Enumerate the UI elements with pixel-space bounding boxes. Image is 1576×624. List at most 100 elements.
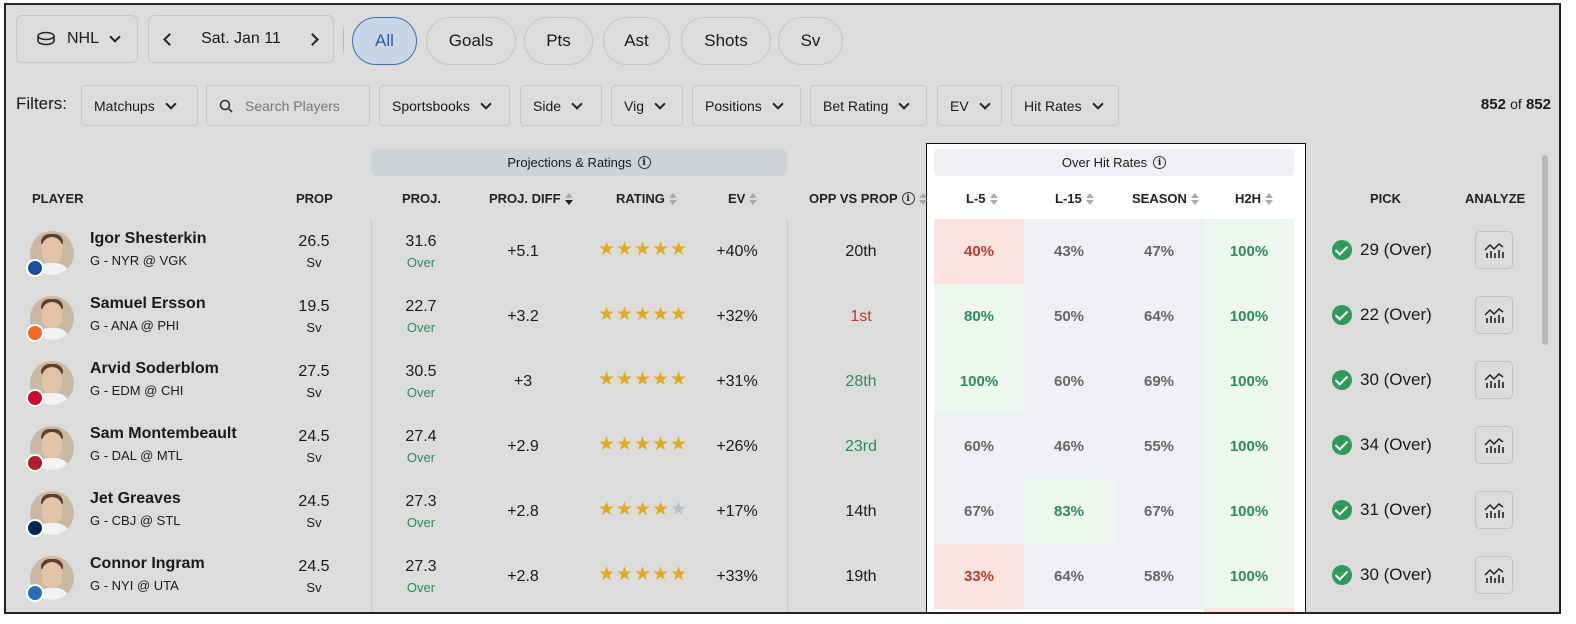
star-icon: ★ bbox=[598, 304, 616, 325]
info-icon[interactable]: i bbox=[1153, 156, 1167, 169]
prop-value: 24.5 bbox=[298, 493, 330, 510]
chevron-left-icon[interactable] bbox=[163, 32, 176, 46]
tab-pts[interactable]: Pts bbox=[524, 17, 593, 65]
col-rating[interactable]: RATING bbox=[616, 191, 677, 206]
ev-value: +26% bbox=[716, 438, 758, 455]
team-logo-icon bbox=[26, 259, 44, 277]
info-icon[interactable]: i bbox=[637, 156, 651, 169]
col-l15[interactable]: L-15 bbox=[1055, 191, 1094, 206]
star-icon: ★ bbox=[598, 499, 616, 520]
prop-unit: Sv bbox=[306, 255, 322, 270]
col-l15-label: L-15 bbox=[1055, 191, 1082, 206]
col-l5[interactable]: L-5 bbox=[966, 191, 998, 206]
tab-ast[interactable]: Ast bbox=[603, 17, 670, 65]
bet-rating-filter[interactable]: Bet Rating bbox=[810, 85, 927, 126]
table-row[interactable]: Connor Ingram G - NYI @ UTA 24.5 Sv 27.3 Over… bbox=[6, 544, 1559, 609]
analyze-button[interactable] bbox=[1475, 556, 1513, 594]
prop-value: 26.5 bbox=[298, 233, 330, 250]
tab-goals[interactable]: Goals bbox=[426, 17, 516, 65]
table-row[interactable]: Igor Shesterkin G - NYR @ VGK 26.5 Sv 31.6 Ov… bbox=[6, 219, 1559, 284]
check-circle-icon bbox=[1332, 240, 1352, 260]
chart-icon bbox=[1484, 503, 1504, 518]
tab-shots[interactable]: Shots bbox=[681, 17, 771, 65]
table-row[interactable]: Arvid Soderblom G - EDM @ CHI 27.5 Sv 30.5 Ov… bbox=[6, 349, 1559, 414]
star-icon: ★ bbox=[652, 304, 670, 325]
pick-value: 31 (Over) bbox=[1360, 500, 1432, 519]
hit-rate-l5: 67% bbox=[934, 479, 1024, 544]
proj-side: Over bbox=[406, 255, 436, 270]
positions-filter[interactable]: Positions bbox=[692, 85, 801, 126]
player-name[interactable]: Arvid Soderblom bbox=[90, 360, 219, 377]
col-opp-vs-prop[interactable]: OPP VS PROP i bbox=[809, 191, 927, 206]
check-circle-icon bbox=[1332, 500, 1352, 520]
sportsbooks-filter[interactable]: Sportsbooks bbox=[379, 85, 510, 126]
side-filter[interactable]: Side bbox=[520, 85, 602, 126]
date-label[interactable]: Sat. Jan 11 bbox=[201, 30, 281, 47]
opp-vs-prop: 28th bbox=[845, 373, 877, 390]
chevron-down-icon bbox=[654, 97, 666, 110]
analyze-button[interactable] bbox=[1475, 296, 1513, 334]
ev-value: +33% bbox=[716, 568, 758, 585]
star-icon: ★ bbox=[634, 304, 652, 325]
col-prop[interactable]: PROP bbox=[296, 191, 333, 206]
star-icon: ★ bbox=[616, 564, 634, 585]
analyze-button[interactable] bbox=[1475, 361, 1513, 399]
player-name[interactable]: Jet Greaves bbox=[90, 490, 181, 507]
col-pick-label: PICK bbox=[1370, 191, 1402, 206]
player-matchup: G - ANA @ PHI bbox=[90, 318, 180, 333]
vig-filter[interactable]: Vig bbox=[611, 85, 683, 126]
tab-all[interactable]: All bbox=[352, 17, 417, 65]
col-proj-diff[interactable]: PROJ. DIFF bbox=[489, 191, 573, 206]
prop-cell: 27.5 Sv bbox=[294, 363, 334, 400]
hit-rate-l5: 80% bbox=[934, 284, 1024, 349]
hit-rate-season: 69% bbox=[1114, 349, 1204, 414]
col-h2h[interactable]: H2H bbox=[1235, 191, 1274, 206]
ev-filter[interactable]: EV bbox=[937, 85, 1002, 126]
star-icon: ★ bbox=[670, 434, 688, 455]
hit-rate-h2h: 100% bbox=[1204, 479, 1294, 544]
projections-group-header: Projections & Ratings i bbox=[371, 149, 787, 176]
proj-value: 31.6 bbox=[405, 233, 437, 250]
scrollbar-thumb[interactable] bbox=[1542, 155, 1548, 345]
analyze-button[interactable] bbox=[1475, 491, 1513, 529]
player-name[interactable]: Connor Ingram bbox=[90, 555, 205, 572]
player-name[interactable]: Igor Shesterkin bbox=[90, 230, 207, 247]
hit-rate-season: 55% bbox=[1114, 414, 1204, 479]
league-selector[interactable]: NHL bbox=[16, 15, 138, 63]
pick-value: 34 (Over) bbox=[1360, 435, 1432, 454]
table-row[interactable]: Jet Greaves G - CBJ @ STL 24.5 Sv 27.3 Over +2… bbox=[6, 479, 1559, 544]
sort-icon bbox=[1265, 192, 1274, 205]
chevron-down-icon bbox=[772, 97, 784, 110]
col-player[interactable]: PLAYER bbox=[32, 191, 84, 206]
league-label: NHL bbox=[66, 30, 99, 47]
prop-cell: 24.5 Sv bbox=[294, 493, 334, 530]
star-icon: ★ bbox=[598, 434, 616, 455]
col-proj[interactable]: PROJ. bbox=[402, 191, 441, 206]
matchups-filter[interactable]: Matchups bbox=[81, 85, 198, 126]
col-season[interactable]: SEASON bbox=[1132, 191, 1199, 206]
prop-value: 24.5 bbox=[298, 428, 330, 445]
star-icon: ★ bbox=[616, 239, 634, 260]
chart-icon bbox=[1484, 373, 1504, 388]
sort-icon bbox=[918, 192, 927, 205]
tab-sv[interactable]: Sv bbox=[778, 17, 843, 65]
hit-rates-label: Hit Rates bbox=[1024, 97, 1082, 114]
search-input[interactable]: Search Players bbox=[206, 85, 370, 126]
player-name[interactable]: Samuel Ersson bbox=[90, 295, 206, 312]
table-row[interactable]: Sam Montembeault G - DAL @ MTL 24.5 Sv 27.4 O… bbox=[6, 414, 1559, 479]
analyze-button[interactable] bbox=[1475, 231, 1513, 269]
info-icon[interactable]: i bbox=[901, 192, 915, 205]
col-season-label: SEASON bbox=[1132, 191, 1187, 206]
star-icon: ★ bbox=[616, 369, 634, 390]
player-name[interactable]: Sam Montembeault bbox=[90, 425, 237, 442]
sportsbooks-label: Sportsbooks bbox=[392, 97, 470, 114]
player-matchup: G - NYR @ VGK bbox=[90, 253, 187, 268]
hit-rate-h2h: 100% bbox=[1204, 544, 1294, 609]
table-row[interactable]: Samuel Ersson G - ANA @ PHI 19.5 Sv 22.7 Over… bbox=[6, 284, 1559, 349]
col-opp-label: OPP VS PROP bbox=[809, 191, 898, 206]
proj-side: Over bbox=[406, 385, 436, 400]
col-ev[interactable]: EV bbox=[728, 191, 758, 206]
hit-rates-filter[interactable]: Hit Rates bbox=[1011, 85, 1119, 126]
chevron-right-icon[interactable] bbox=[306, 32, 319, 46]
analyze-button[interactable] bbox=[1475, 426, 1513, 464]
